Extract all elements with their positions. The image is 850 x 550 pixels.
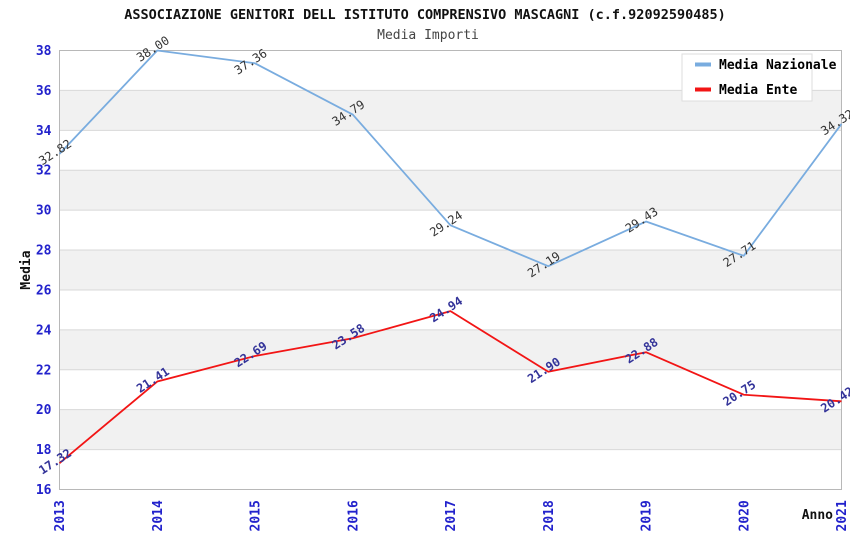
background-band [59, 409, 842, 450]
y-axis-title: Media [19, 250, 34, 289]
y-tick-label: 24 [36, 323, 52, 338]
legend: Media Nazionale Media Ente [681, 53, 837, 102]
x-tick-label: 2018 [542, 500, 557, 531]
y-tick-label: 18 [36, 443, 52, 458]
background-band [59, 329, 842, 370]
chart-subtitle: Media Importi [377, 28, 479, 43]
y-tick-label: 16 [36, 483, 52, 498]
x-tick-label: 2017 [444, 500, 459, 531]
x-axis-labels: 2013 2014 2015 2016 2017 2018 2019 2020 2021 [53, 500, 850, 531]
series-media-ente [58, 310, 842, 464]
y-tick-label: 30 [36, 204, 52, 219]
y-axis-labels: 16 18 20 22 24 26 28 30 32 34 36 38 [36, 44, 52, 498]
x-tick-label: 2015 [249, 500, 264, 531]
background-band [59, 369, 842, 410]
series-media-nazionale [58, 49, 843, 268]
series-line [58, 49, 843, 268]
x-tick-label: 2016 [346, 500, 361, 531]
x-tick-label: 2020 [737, 500, 752, 531]
x-tick-label: 2021 [835, 500, 850, 531]
background-band [59, 289, 842, 330]
background-band [59, 130, 842, 171]
plot-border [59, 50, 842, 490]
x-axis-title: Anno [802, 508, 833, 523]
series-line [58, 310, 842, 464]
y-tick-label: 28 [36, 244, 52, 259]
y-tick-label: 26 [36, 283, 52, 298]
background-band [59, 210, 842, 251]
legend-box [681, 53, 813, 102]
y-tick-label: 34 [36, 124, 52, 139]
y-tick-label: 22 [36, 363, 52, 378]
x-tick-label: 2014 [151, 500, 166, 531]
background-band [59, 449, 842, 490]
y-tick-label: 36 [36, 84, 52, 99]
legend-label: Media Ente [719, 83, 797, 98]
x-tick-label: 2019 [640, 500, 655, 531]
y-tick-label: 20 [36, 403, 52, 418]
plot-bands [59, 50, 842, 490]
chart-title: ASSOCIAZIONE GENITORI DELL ISTITUTO COMP… [124, 7, 725, 23]
y-tick-label: 38 [36, 44, 52, 59]
y-tick-label: 32 [36, 164, 52, 179]
background-band [59, 170, 842, 211]
background-band [59, 250, 842, 290]
x-tick-label: 2013 [53, 500, 68, 531]
legend-label: Media Nazionale [719, 58, 837, 73]
